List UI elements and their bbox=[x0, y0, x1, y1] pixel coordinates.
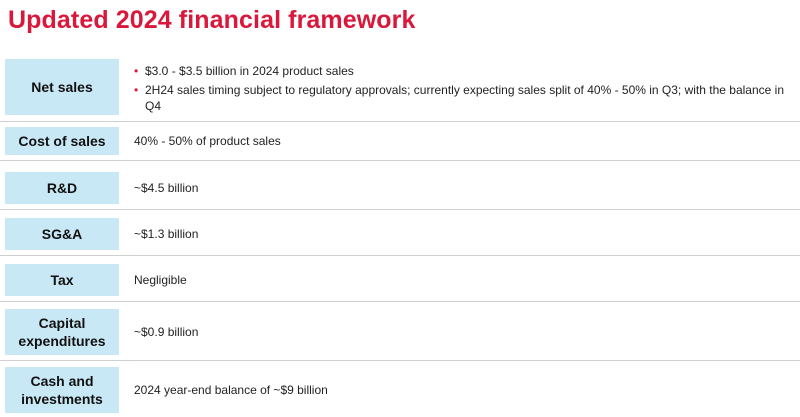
row-net-sales: Net sales $3.0 - $3.5 billion in 2024 pr… bbox=[0, 59, 800, 122]
row-label: SG&A bbox=[5, 218, 119, 250]
row-label: Cost of sales bbox=[5, 127, 119, 155]
row-sga: SG&A ~$1.3 billion bbox=[0, 218, 800, 256]
row-label: Tax bbox=[5, 264, 119, 296]
page-title: Updated 2024 financial framework bbox=[8, 6, 416, 34]
row-value: ~$1.3 billion bbox=[134, 227, 199, 241]
row-label: Net sales bbox=[5, 59, 119, 115]
bullet-item: $3.0 - $3.5 billion in 2024 product sale… bbox=[134, 63, 790, 79]
row-cash-and-investments: Cash and investments 2024 year-end balan… bbox=[0, 367, 800, 415]
row-value: $3.0 - $3.5 billion in 2024 product sale… bbox=[134, 63, 790, 119]
row-value: 40% - 50% of product sales bbox=[134, 134, 281, 148]
bullet-item: 2H24 sales timing subject to regulatory … bbox=[134, 82, 790, 114]
row-tax: Tax Negligible bbox=[0, 264, 800, 302]
row-capital-expenditures: Capital expenditures ~$0.9 billion bbox=[0, 309, 800, 361]
row-label: Capital expenditures bbox=[5, 309, 119, 355]
row-value: ~$4.5 billion bbox=[134, 181, 199, 195]
row-label: R&D bbox=[5, 172, 119, 204]
row-rnd: R&D ~$4.5 billion bbox=[0, 172, 800, 210]
bullet-list: $3.0 - $3.5 billion in 2024 product sale… bbox=[134, 63, 790, 117]
row-value: Negligible bbox=[134, 273, 187, 287]
row-label: Cash and investments bbox=[5, 367, 119, 413]
row-value: 2024 year-end balance of ~$9 billion bbox=[134, 383, 328, 397]
row-cost-of-sales: Cost of sales 40% - 50% of product sales bbox=[0, 127, 800, 161]
row-value: ~$0.9 billion bbox=[134, 325, 199, 339]
